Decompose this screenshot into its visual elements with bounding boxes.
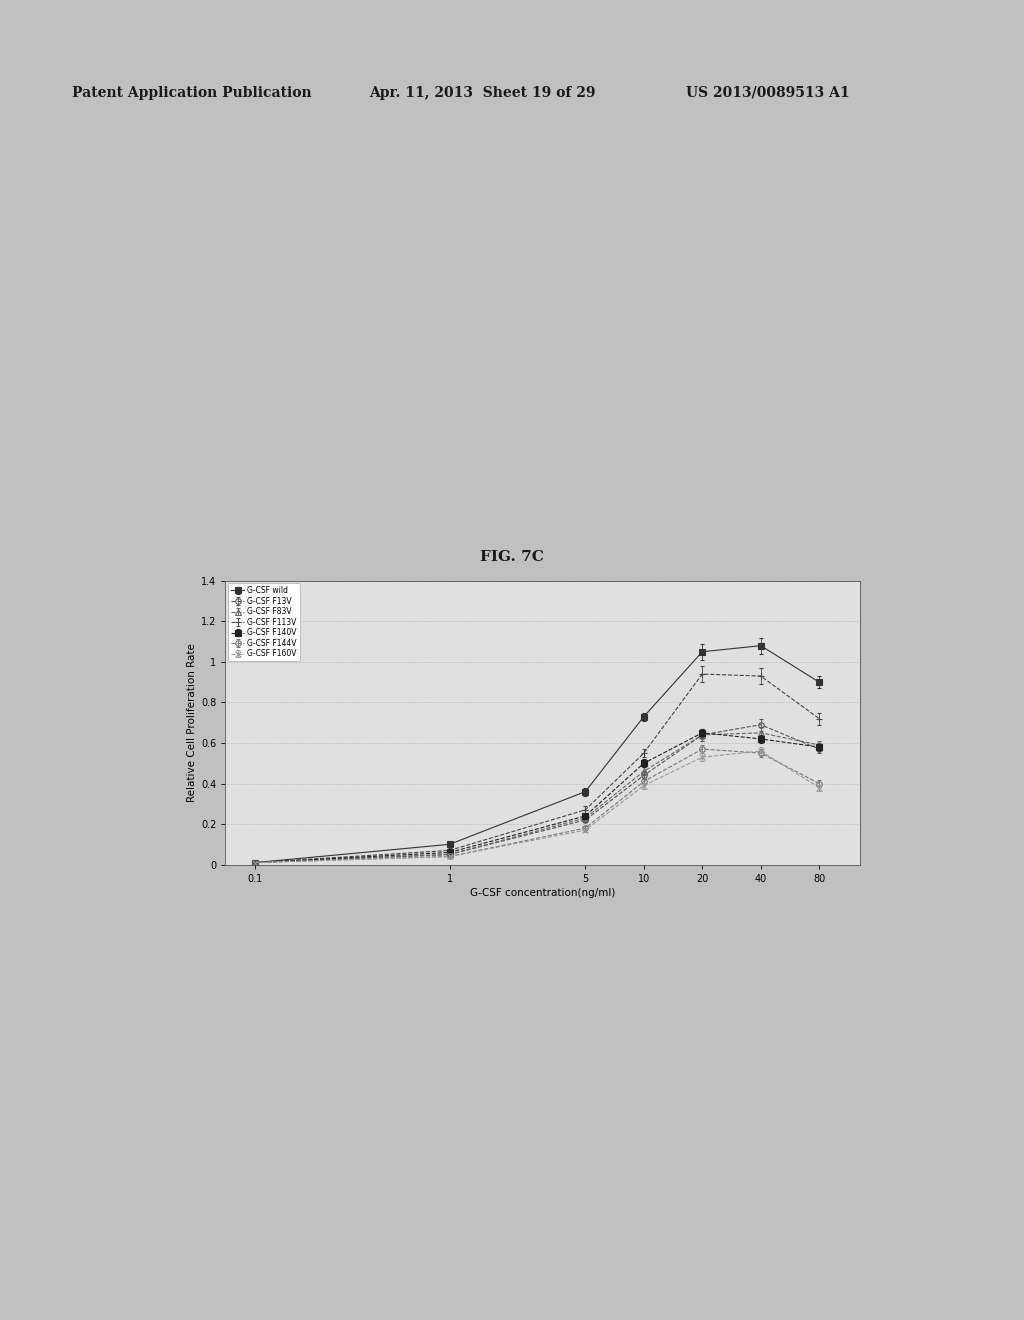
Y-axis label: Relative Cell Proliferation Rate: Relative Cell Proliferation Rate [186,643,197,803]
Text: Apr. 11, 2013  Sheet 19 of 29: Apr. 11, 2013 Sheet 19 of 29 [369,86,595,100]
Text: US 2013/0089513 A1: US 2013/0089513 A1 [686,86,850,100]
Text: Patent Application Publication: Patent Application Publication [72,86,311,100]
X-axis label: G-CSF concentration(ng/ml): G-CSF concentration(ng/ml) [470,888,615,898]
Text: FIG. 7C: FIG. 7C [480,550,544,564]
Legend: G-CSF wild, G-CSF F13V, G-CSF F83V, G-CSF F113V, G-CSF F140V, G-CSF F144V, G-CSF: G-CSF wild, G-CSF F13V, G-CSF F83V, G-CS… [227,583,300,661]
